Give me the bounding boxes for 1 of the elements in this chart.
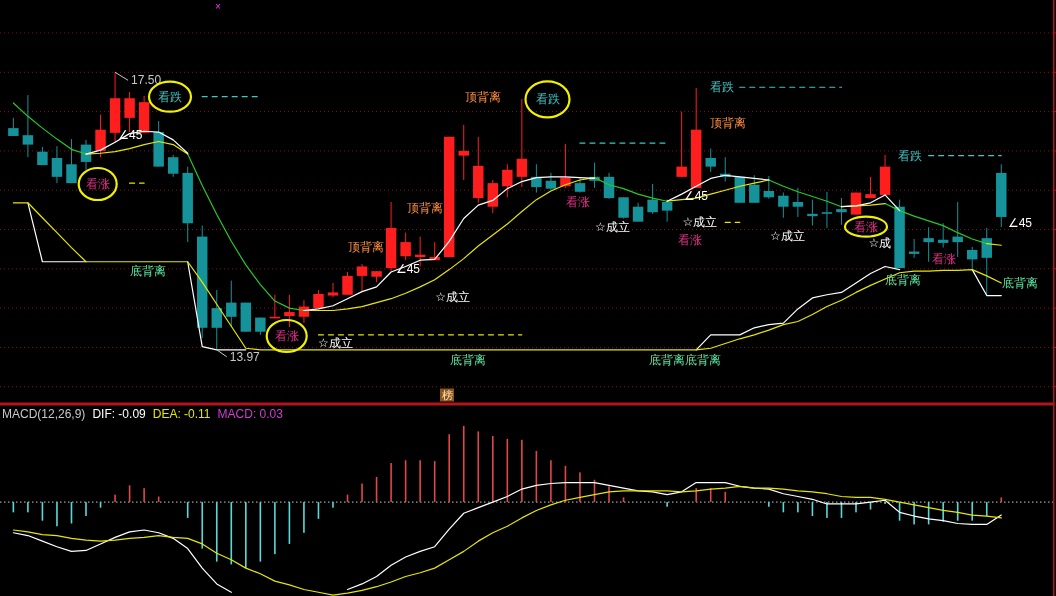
title: MACD(12,26,9)	[2, 407, 86, 421]
